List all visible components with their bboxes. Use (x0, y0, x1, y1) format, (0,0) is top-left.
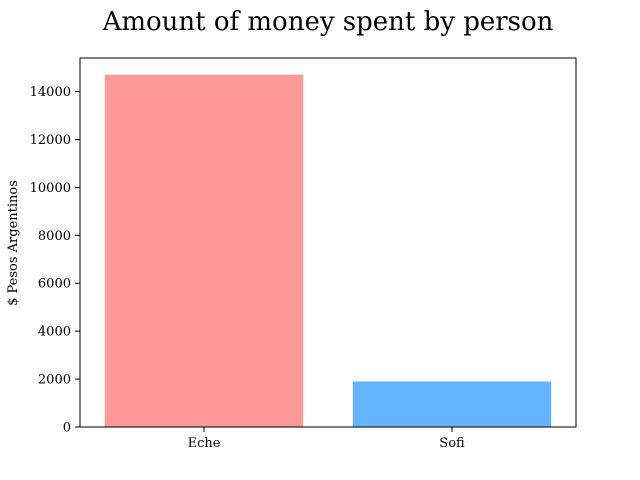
x-tick-label: Sofi (439, 436, 465, 451)
y-tick-label: 10000 (30, 181, 71, 196)
y-axis-ticks: 0 2000 4000 6000 8000 10000 12000 14000 (30, 85, 80, 436)
bar-sofi (352, 381, 552, 427)
plot-frame (79, 57, 577, 428)
y-tick-label: 6000 (38, 277, 71, 292)
y-tick-label: 4000 (38, 325, 71, 340)
y-tick-label: 0 (63, 421, 71, 436)
bars (104, 74, 552, 427)
y-axis-label: $ Pesos Argentinos (6, 180, 21, 306)
y-tick-label: 14000 (30, 85, 71, 100)
x-axis-ticks: Eche Sofi (188, 427, 465, 451)
y-tick-label: 8000 (38, 229, 71, 244)
bar-eche (104, 74, 304, 427)
x-tick-label: Eche (188, 436, 221, 451)
chart-title: Amount of money spent by person (102, 7, 554, 37)
y-tick-label: 12000 (30, 133, 71, 148)
y-tick-label: 2000 (38, 373, 71, 388)
